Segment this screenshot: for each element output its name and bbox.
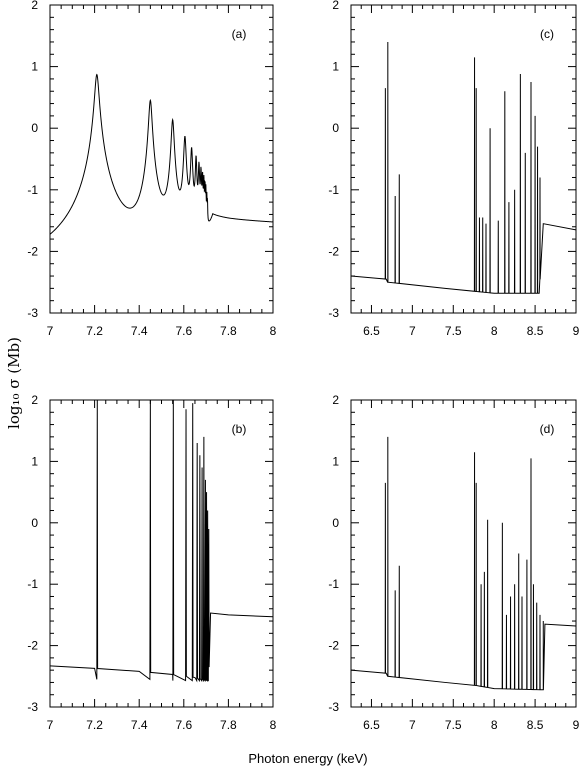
x-tick-label: 7.8: [220, 324, 237, 338]
x-tick-label: 7.8: [220, 718, 237, 732]
panel-c: -3 -2 -1 0 1 2 6.5 7 7.5 8 8.5 9 (c): [328, 0, 579, 338]
y-tick-label: 1: [332, 60, 339, 74]
x-tick-label: 6.5: [363, 718, 380, 732]
panel-a: -3 -2 -1 0 1 2 7 7.2 7.4 7.6 7.8 8 (a): [27, 0, 276, 338]
x-tick-label: 7: [409, 718, 416, 732]
x-tick-label: 7.6: [175, 718, 192, 732]
y-tick-label: 0: [31, 516, 38, 530]
y-tick-label: -1: [27, 577, 38, 591]
x-tick-label: 8: [270, 718, 277, 732]
plot-frame: [49, 4, 274, 314]
panel-label: (d): [540, 422, 555, 436]
y-tick-label: -1: [328, 577, 339, 591]
y-tick-label: 2: [31, 0, 38, 12]
x-tick-label: 8.5: [527, 324, 544, 338]
cross-section-curve: [50, 400, 273, 683]
x-tick-label: 9: [573, 324, 580, 338]
y-tick-label: -1: [27, 183, 38, 197]
x-tick-label: 7.6: [175, 324, 192, 338]
y-tick-label: -2: [27, 244, 38, 258]
y-tick-label: -3: [27, 306, 38, 320]
y-tick-label: -3: [328, 700, 339, 714]
x-tick-label: 7: [47, 718, 54, 732]
y-tick-label: 0: [332, 516, 339, 530]
x-tick-label: 8: [491, 718, 498, 732]
y-tick-label: 2: [332, 0, 339, 12]
plot-frame: [49, 399, 274, 708]
panel-label: (a): [232, 27, 247, 41]
y-axis-title: log₁₀ σ (Mb): [5, 337, 23, 429]
x-tick-label: 8: [270, 324, 277, 338]
cross-section-curve: [351, 41, 576, 294]
y-tick-label: -3: [328, 306, 339, 320]
x-tick-label: 8: [491, 324, 498, 338]
y-tick-label: -1: [328, 183, 339, 197]
x-axis-title: Photon energy (keV): [248, 751, 367, 766]
x-tick-label: 7.2: [86, 324, 103, 338]
x-tick-label: 7.5: [445, 324, 462, 338]
x-tick-label: 7.5: [445, 718, 462, 732]
x-tick-label: 7.4: [131, 324, 148, 338]
panel-d: -3 -2 -1 0 1 2 6.5 7 7.5 8 8.5 9 (d): [328, 393, 579, 732]
cross-section-curve: [351, 436, 576, 691]
y-tick-label: -3: [27, 700, 38, 714]
panel-label: (b): [232, 422, 247, 436]
y-tick-label: 1: [31, 454, 38, 468]
y-tick-label: 1: [31, 60, 38, 74]
y-tick-label: -2: [328, 244, 339, 258]
y-tick-label: 2: [332, 393, 339, 407]
y-tick-label: -2: [27, 639, 38, 653]
cross-section-curve: [50, 73, 273, 235]
x-tick-label: 8.5: [527, 718, 544, 732]
y-tick-label: 1: [332, 454, 339, 468]
x-tick-label: 7: [409, 324, 416, 338]
y-tick-label: 0: [332, 121, 339, 135]
x-tick-label: 7: [47, 324, 54, 338]
x-tick-label: 7.2: [86, 718, 103, 732]
y-tick-label: 0: [31, 121, 38, 135]
x-tick-label: 9: [573, 718, 580, 732]
panel-label: (c): [540, 27, 554, 41]
x-tick-label: 6.5: [363, 324, 380, 338]
y-tick-label: 2: [31, 393, 38, 407]
x-tick-label: 7.4: [131, 718, 148, 732]
y-tick-label: -2: [328, 639, 339, 653]
panel-b: -3 -2 -1 0 1 2 7 7.2 7.4 7.6 7.8 8 (b): [27, 393, 276, 732]
